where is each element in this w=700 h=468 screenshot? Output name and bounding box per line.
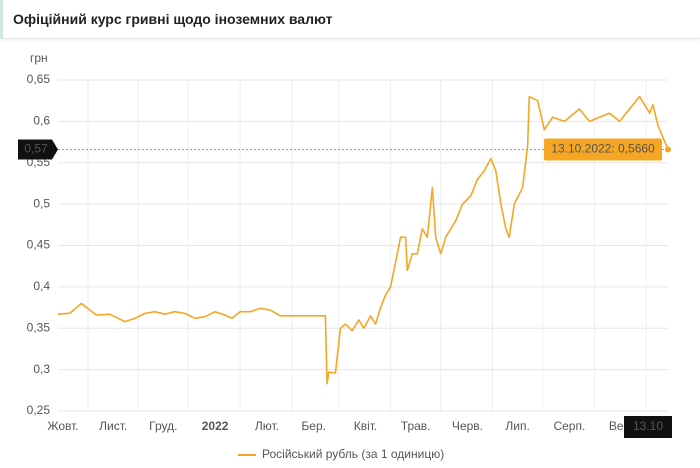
x-tick-label: Черв. (452, 419, 483, 433)
header: Офіційний курс гривні щодо іноземних вал… (0, 0, 700, 39)
y-tick-label: 0,4 (33, 279, 50, 293)
y-axis-label: грн (30, 51, 48, 65)
legend-label: Російський рубль (за 1 одиницю) (262, 447, 444, 461)
x-tick-label: Жовт. (47, 419, 78, 433)
point-marker (665, 146, 671, 153)
x-tick-label: Лют. (255, 419, 279, 433)
x-tick-label: Серп. (553, 419, 585, 433)
crosshair-x-label: 13.10 (633, 419, 663, 433)
y-tick-label: 0,35 (27, 320, 51, 334)
x-tick-label: Лип. (505, 419, 529, 433)
y-tick-label: 0,45 (27, 238, 51, 252)
x-tick-label: 2022 (202, 419, 229, 433)
x-tick-label: Бер. (301, 419, 326, 433)
y-tick-label: 0,5 (33, 196, 50, 210)
line (57, 95, 669, 385)
y-tick-label: 0,6 (33, 114, 50, 128)
y-tick-label: 0,25 (27, 403, 51, 417)
x-tick-label: Квіт. (354, 419, 378, 433)
y-tick-label: 0,65 (27, 72, 51, 86)
y-tick-label: 0,3 (33, 362, 50, 376)
x-tick-label: Лист. (99, 419, 127, 433)
crosshair-y-label: 0,57 (24, 142, 48, 156)
chart-title: Офіційний курс гривні щодо іноземних вал… (13, 11, 333, 27)
tooltip: 13.10.2022: 0,5660 (551, 142, 655, 156)
tooltip-box (544, 138, 662, 161)
crosshair-x-box (624, 416, 672, 438)
x-tick-label: Трав. (401, 419, 431, 433)
crosshair-y-box (18, 139, 58, 160)
x-tick-label: Груд. (149, 419, 177, 433)
